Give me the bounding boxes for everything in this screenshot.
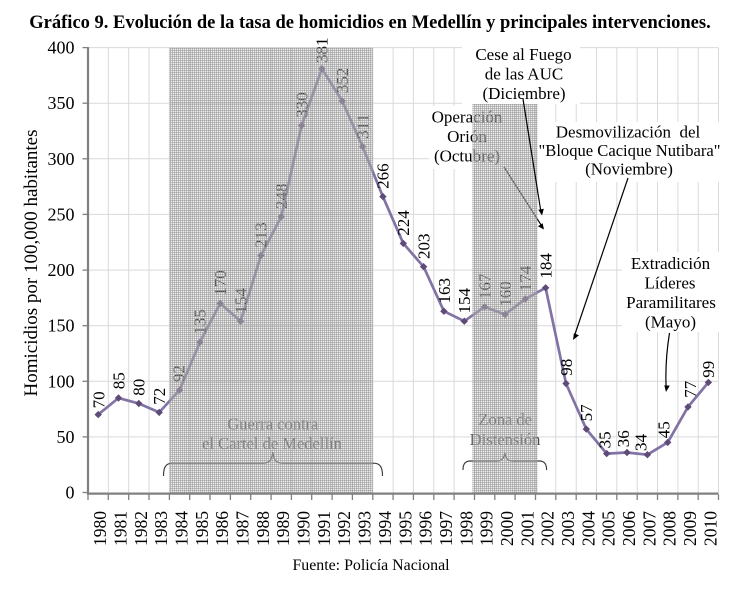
svg-text:0: 0 [66, 483, 75, 503]
svg-text:2001: 2001 [517, 511, 537, 546]
svg-text:1987: 1987 [233, 511, 253, 546]
svg-text:80: 80 [130, 379, 149, 396]
svg-text:77: 77 [681, 380, 700, 398]
svg-text:34: 34 [631, 434, 650, 452]
svg-text:(Mayo): (Mayo) [645, 313, 696, 332]
svg-text:400: 400 [48, 38, 75, 58]
svg-text:1993: 1993 [355, 511, 375, 546]
svg-text:100: 100 [48, 371, 75, 391]
svg-text:Paramilitares: Paramilitares [626, 293, 716, 312]
svg-text:2009: 2009 [680, 511, 700, 546]
svg-text:Extradición: Extradición [631, 254, 711, 273]
svg-text:224: 224 [394, 210, 413, 236]
svg-text:Líderes: Líderes [645, 274, 696, 293]
svg-text:2003: 2003 [558, 511, 578, 546]
svg-text:150: 150 [48, 316, 75, 336]
svg-text:Cese al Fuego: Cese al Fuego [475, 45, 571, 64]
svg-text:1996: 1996 [416, 511, 436, 546]
svg-text:1988: 1988 [253, 511, 273, 546]
svg-text:70: 70 [90, 391, 109, 408]
svg-text:1982: 1982 [131, 511, 151, 546]
svg-text:57: 57 [577, 404, 596, 422]
svg-text:2000: 2000 [497, 511, 517, 546]
svg-text:1986: 1986 [212, 511, 232, 546]
svg-text:2004: 2004 [578, 511, 598, 546]
svg-text:300: 300 [48, 149, 75, 169]
svg-text:163: 163 [435, 278, 454, 304]
svg-text:99: 99 [699, 361, 718, 378]
svg-text:50: 50 [57, 427, 75, 447]
svg-text:1994: 1994 [375, 511, 395, 546]
svg-text:184: 184 [536, 253, 555, 279]
svg-text:1980: 1980 [90, 511, 110, 546]
svg-text:1985: 1985 [192, 511, 212, 546]
svg-text:2008: 2008 [660, 511, 680, 546]
svg-text:1997: 1997 [436, 511, 456, 546]
svg-text:266: 266 [374, 163, 393, 189]
svg-text:1995: 1995 [395, 511, 415, 546]
svg-text:1998: 1998 [456, 511, 476, 546]
svg-text:2005: 2005 [599, 511, 619, 546]
svg-text:(Diciembre): (Diciembre) [482, 84, 565, 103]
svg-text:203: 203 [414, 234, 433, 260]
svg-text:72: 72 [150, 388, 169, 405]
svg-text:1992: 1992 [334, 511, 354, 546]
svg-text:"Bloque Cacique Nutibara": "Bloque Cacique Nutibara" [539, 141, 721, 160]
svg-text:(Noviembre): (Noviembre) [585, 160, 673, 179]
svg-text:1991: 1991 [314, 511, 334, 546]
svg-text:98: 98 [557, 359, 576, 376]
svg-text:1984: 1984 [172, 511, 192, 546]
svg-text:250: 250 [48, 204, 75, 224]
svg-text:36: 36 [614, 430, 633, 447]
svg-text:200: 200 [48, 260, 75, 280]
svg-text:154: 154 [455, 288, 474, 314]
svg-text:1999: 1999 [477, 511, 497, 546]
svg-text:2002: 2002 [538, 511, 558, 546]
svg-text:1989: 1989 [273, 511, 293, 546]
svg-text:350: 350 [48, 93, 75, 113]
svg-text:1990: 1990 [294, 511, 314, 546]
svg-text:45: 45 [655, 421, 674, 438]
svg-text:85: 85 [109, 372, 128, 389]
svg-text:Homicidios por 100,000 habitan: Homicidios por 100,000 habitantes [21, 129, 42, 396]
svg-text:de las AUC: de las AUC [485, 65, 563, 84]
svg-text:1983: 1983 [151, 511, 171, 546]
svg-text:2007: 2007 [639, 511, 659, 546]
svg-text:2010: 2010 [700, 511, 720, 546]
svg-text:2006: 2006 [619, 511, 639, 546]
svg-text:35: 35 [595, 431, 614, 448]
svg-text:Gráfico 9. Evolución de la tas: Gráfico 9. Evolución de la tasa de homic… [29, 13, 710, 33]
svg-text:Fuente: Policía Nacional: Fuente: Policía Nacional [292, 557, 450, 574]
svg-text:1981: 1981 [111, 511, 131, 546]
svg-text:Desmovilización del: Desmovilización del [556, 123, 701, 142]
